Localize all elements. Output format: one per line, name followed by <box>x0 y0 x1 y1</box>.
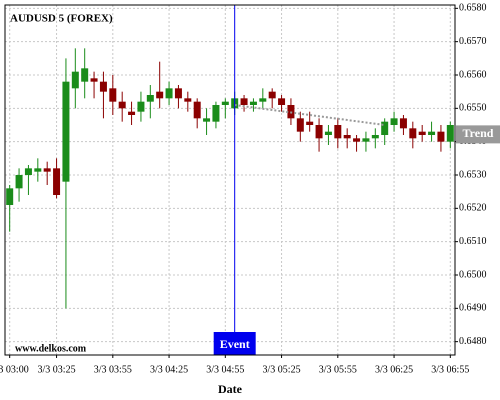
candle-body <box>90 78 98 82</box>
candle-body <box>390 118 398 125</box>
candle-body <box>278 98 286 105</box>
y-tick-label: 0.6480 <box>459 336 487 347</box>
candle-body <box>34 168 42 172</box>
candle-body <box>6 188 14 205</box>
candle-body <box>324 131 332 135</box>
candle-body <box>249 101 257 105</box>
candle-body <box>99 81 107 92</box>
candle-body <box>118 101 126 109</box>
candle-body <box>268 91 276 99</box>
candle-body <box>184 98 192 102</box>
plot-layer: 0.6480 0.6490 0.6500 0.6510 0.6520 0.6530 0.65… <box>0 3 500 375</box>
candle-body <box>128 111 136 115</box>
candle-body <box>71 71 79 89</box>
candle-body <box>296 118 304 132</box>
x-tick-label: 3/3 06:55 <box>431 364 469 375</box>
chart-title: AUDUSD 5 (FOREX) <box>10 13 113 25</box>
event-label-box <box>213 332 256 355</box>
candle-body <box>15 175 23 189</box>
y-tick-label: 0.6530 <box>459 169 487 180</box>
candle-body <box>203 118 211 122</box>
trend-line <box>234 104 385 126</box>
y-tick-label: 0.6580 <box>459 3 487 14</box>
candle-body <box>371 135 379 139</box>
candle-body <box>146 95 154 102</box>
event-label: Event <box>220 337 250 351</box>
candle-body <box>409 128 417 139</box>
x-tick-label: 3/3 03:55 <box>94 364 132 375</box>
candle-body <box>259 98 267 102</box>
candle-body <box>437 131 445 142</box>
candle-body <box>381 121 389 135</box>
trend-label: Trend <box>463 126 494 140</box>
trend-label-box <box>456 125 500 144</box>
candle-body <box>334 125 342 139</box>
y-tick-label: 0.6500 <box>459 269 487 280</box>
x-tick-label: 3/3 04:25 <box>150 364 188 375</box>
candle-body <box>446 125 454 142</box>
x-tick-label: 3/3 05:55 <box>319 364 357 375</box>
candle-body <box>418 131 426 135</box>
candle-body <box>306 121 314 125</box>
candle-body <box>53 168 61 195</box>
candle-body <box>24 168 32 175</box>
candle-body <box>343 135 351 139</box>
candle-body <box>81 68 89 82</box>
x-tick-label: 3/3 03:25 <box>38 364 76 375</box>
x-tick-label: 3/3 03:00 <box>0 364 29 375</box>
candle-body <box>428 131 436 135</box>
candle-body <box>193 101 201 119</box>
candle-body <box>109 88 117 102</box>
y-tick-label: 0.6570 <box>459 36 487 47</box>
candle-body <box>362 138 370 142</box>
candle-body <box>62 81 70 182</box>
x-tick-label: 3/3 06:25 <box>375 364 413 375</box>
candle-body <box>137 101 145 112</box>
candle-body <box>174 88 182 99</box>
y-tick-label: 0.6510 <box>459 236 487 247</box>
candle-body <box>315 125 323 139</box>
x-axis-title: Date <box>218 382 243 396</box>
y-tick-label: 0.6520 <box>459 203 487 214</box>
candle-body <box>165 88 173 99</box>
candle-body <box>221 101 229 105</box>
candle-body <box>212 105 220 122</box>
candle-body <box>399 118 407 129</box>
watermark: www.delkos.com <box>15 343 87 354</box>
candle-body <box>240 98 248 105</box>
candle-body <box>43 168 51 172</box>
x-tick-label: 3/3 04:55 <box>206 364 244 375</box>
y-tick-label: 0.6560 <box>459 69 487 80</box>
x-tick-label: 3/3 05:25 <box>263 364 301 375</box>
candle-body <box>156 91 164 99</box>
y-tick-label: 0.6490 <box>459 303 487 314</box>
plot-frame <box>4 4 456 356</box>
y-tick-label: 0.6550 <box>459 103 487 114</box>
candle-body <box>353 138 361 142</box>
